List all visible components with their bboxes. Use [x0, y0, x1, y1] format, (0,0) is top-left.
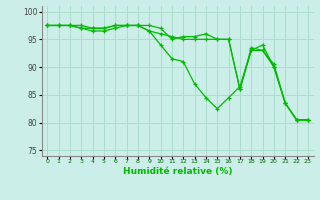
X-axis label: Humidité relative (%): Humidité relative (%) — [123, 167, 232, 176]
